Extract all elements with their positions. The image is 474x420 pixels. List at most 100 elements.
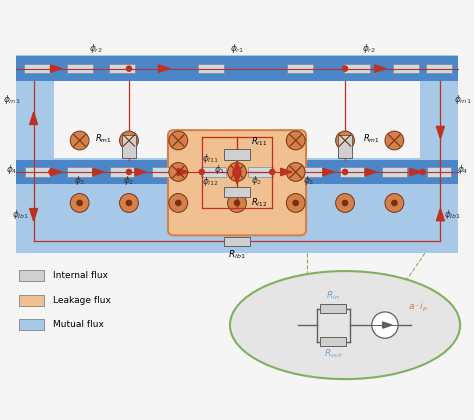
FancyBboxPatch shape xyxy=(298,167,322,177)
Circle shape xyxy=(49,169,54,175)
Circle shape xyxy=(70,194,89,213)
FancyBboxPatch shape xyxy=(340,167,365,177)
Polygon shape xyxy=(437,209,444,221)
FancyBboxPatch shape xyxy=(16,56,458,81)
FancyBboxPatch shape xyxy=(16,56,52,184)
Circle shape xyxy=(169,194,188,213)
Circle shape xyxy=(270,169,275,175)
FancyBboxPatch shape xyxy=(426,64,452,74)
Text: $\phi_{1}$: $\phi_{1}$ xyxy=(214,163,225,176)
FancyBboxPatch shape xyxy=(168,130,306,235)
Polygon shape xyxy=(233,161,241,174)
Circle shape xyxy=(199,169,204,175)
FancyBboxPatch shape xyxy=(16,55,458,252)
Text: $\phi_{r2}$: $\phi_{r2}$ xyxy=(89,42,103,55)
FancyBboxPatch shape xyxy=(201,167,226,177)
FancyBboxPatch shape xyxy=(198,64,224,74)
Circle shape xyxy=(127,200,132,205)
Circle shape xyxy=(228,163,246,181)
Circle shape xyxy=(70,131,89,150)
Polygon shape xyxy=(410,168,421,176)
FancyBboxPatch shape xyxy=(67,64,92,74)
Polygon shape xyxy=(233,171,241,184)
Text: $a \cdot i_p$: $a \cdot i_p$ xyxy=(408,301,428,314)
Text: $\phi_{r2}$: $\phi_{r2}$ xyxy=(362,42,375,55)
Text: $\phi_{3}$: $\phi_{3}$ xyxy=(74,174,85,187)
FancyBboxPatch shape xyxy=(320,304,346,313)
Text: Mutual flux: Mutual flux xyxy=(53,320,104,329)
Circle shape xyxy=(385,194,404,213)
FancyBboxPatch shape xyxy=(338,135,352,158)
Polygon shape xyxy=(135,168,146,176)
Circle shape xyxy=(119,194,138,213)
FancyBboxPatch shape xyxy=(122,135,136,158)
Text: $\phi_{4}$: $\phi_{4}$ xyxy=(6,163,18,176)
Polygon shape xyxy=(159,65,170,72)
FancyBboxPatch shape xyxy=(18,270,45,281)
Circle shape xyxy=(286,163,305,181)
Circle shape xyxy=(293,200,298,205)
FancyBboxPatch shape xyxy=(422,56,458,184)
Text: $R_{l11}$: $R_{l11}$ xyxy=(251,136,267,148)
FancyBboxPatch shape xyxy=(152,167,176,177)
FancyBboxPatch shape xyxy=(248,167,273,177)
Text: $\phi_{r1}$: $\phi_{r1}$ xyxy=(230,42,244,55)
FancyBboxPatch shape xyxy=(16,160,458,184)
Polygon shape xyxy=(365,168,376,176)
Text: $R_{lb1}$: $R_{lb1}$ xyxy=(228,248,246,261)
FancyBboxPatch shape xyxy=(393,64,419,74)
Polygon shape xyxy=(30,209,37,221)
Polygon shape xyxy=(323,168,334,176)
FancyBboxPatch shape xyxy=(18,294,45,306)
FancyBboxPatch shape xyxy=(109,64,135,74)
Text: $\phi_{l12}$: $\phi_{l12}$ xyxy=(202,175,219,188)
FancyBboxPatch shape xyxy=(320,337,346,346)
Circle shape xyxy=(235,169,239,175)
Text: $\phi_{lb1}$: $\phi_{lb1}$ xyxy=(12,208,29,221)
Polygon shape xyxy=(51,168,62,176)
Polygon shape xyxy=(281,168,292,176)
FancyBboxPatch shape xyxy=(16,181,52,253)
FancyBboxPatch shape xyxy=(427,167,451,177)
Text: $R_{out}$: $R_{out}$ xyxy=(324,348,343,360)
Circle shape xyxy=(336,131,355,150)
FancyBboxPatch shape xyxy=(382,167,407,177)
Circle shape xyxy=(228,194,246,213)
FancyBboxPatch shape xyxy=(16,227,458,253)
Circle shape xyxy=(286,194,305,213)
Text: $R_{m1}$: $R_{m1}$ xyxy=(363,132,379,145)
Text: Internal flux: Internal flux xyxy=(53,271,108,280)
Circle shape xyxy=(392,200,397,205)
Text: $\phi_{m1}$: $\phi_{m1}$ xyxy=(3,93,20,106)
FancyBboxPatch shape xyxy=(25,64,50,74)
Circle shape xyxy=(342,169,347,175)
Polygon shape xyxy=(374,65,386,72)
Text: Leakage flux: Leakage flux xyxy=(53,296,111,304)
Circle shape xyxy=(119,131,138,150)
Text: $\phi_{4}$: $\phi_{4}$ xyxy=(456,163,468,176)
Polygon shape xyxy=(437,126,444,139)
Circle shape xyxy=(127,66,132,71)
Circle shape xyxy=(385,131,404,150)
Circle shape xyxy=(420,169,425,175)
FancyBboxPatch shape xyxy=(224,187,250,197)
Text: $\phi_{m1}$: $\phi_{m1}$ xyxy=(454,93,471,106)
Circle shape xyxy=(176,200,181,205)
FancyBboxPatch shape xyxy=(54,60,420,158)
Polygon shape xyxy=(383,322,392,328)
Text: $R_{in}$: $R_{in}$ xyxy=(327,290,340,302)
Polygon shape xyxy=(51,65,62,72)
Circle shape xyxy=(234,200,240,205)
Circle shape xyxy=(342,66,347,71)
Text: $\phi_{l11}$: $\phi_{l11}$ xyxy=(202,152,219,165)
Circle shape xyxy=(77,200,82,205)
Circle shape xyxy=(169,163,188,181)
Circle shape xyxy=(336,194,355,213)
FancyBboxPatch shape xyxy=(422,181,458,253)
FancyBboxPatch shape xyxy=(18,319,45,330)
Circle shape xyxy=(127,169,132,175)
Circle shape xyxy=(342,200,347,205)
Text: $\phi_{2}$: $\phi_{2}$ xyxy=(251,174,263,187)
Polygon shape xyxy=(30,112,37,124)
Text: $\phi_{lb1}$: $\phi_{lb1}$ xyxy=(445,208,462,221)
